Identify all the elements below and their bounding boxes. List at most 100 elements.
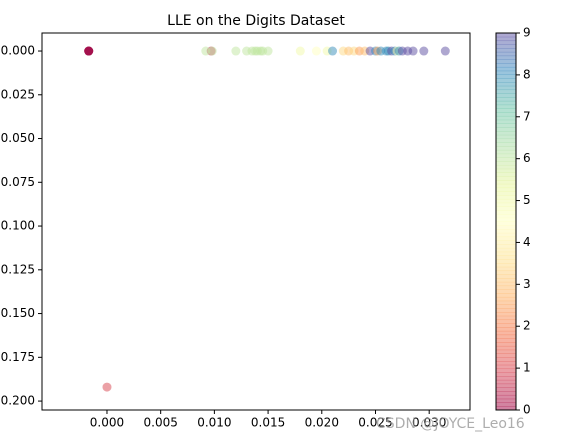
colorbar-tick-label: 6 <box>523 151 531 165</box>
colorbar-band <box>496 270 516 275</box>
colorbar-band <box>496 349 516 354</box>
y-tick-label: −0.175 <box>0 350 35 364</box>
colorbar-band <box>496 311 516 317</box>
colorbar-band <box>496 319 516 324</box>
colorbar-band <box>496 33 516 38</box>
colorbar-band <box>496 213 516 219</box>
colorbar-band <box>496 202 516 207</box>
watermark: CSDN @JOYCE_Leo16 <box>376 416 525 432</box>
colorbar-band <box>496 164 516 170</box>
colorbar-band <box>496 244 516 249</box>
colorbar-tick-label: 1 <box>523 361 531 375</box>
colorbar-band <box>496 323 516 328</box>
point <box>311 46 321 56</box>
colorbar-band <box>496 85 516 91</box>
colorbar-band <box>496 66 516 72</box>
colorbar-band <box>496 387 516 392</box>
colorbar-band <box>496 353 516 358</box>
colorbar-band <box>496 168 516 173</box>
x-tick-label: 0.015 <box>251 416 285 430</box>
y-tick-label: −0.050 <box>0 131 35 145</box>
colorbar-band <box>496 78 516 83</box>
colorbar-band <box>496 217 516 222</box>
colorbar-band <box>496 191 516 196</box>
colorbar-band <box>496 146 516 151</box>
colorbar-band <box>496 198 516 204</box>
colorbar-band <box>496 391 516 396</box>
colorbar-band <box>496 82 516 87</box>
point <box>207 46 217 56</box>
chart-title: LLE on the Digits Dataset <box>167 13 345 29</box>
colorbar-band <box>496 360 516 366</box>
colorbar-band <box>496 108 516 113</box>
colorbar-band <box>496 112 516 117</box>
colorbar-band <box>496 180 516 185</box>
colorbar-band <box>496 119 516 124</box>
colorbar-band <box>496 394 516 400</box>
colorbar-band <box>496 296 516 302</box>
colorbar-band <box>496 138 516 143</box>
colorbar-band <box>496 232 516 238</box>
colorbar-band <box>496 236 516 241</box>
x-tick-label: 0.020 <box>305 416 339 430</box>
colorbar-band <box>496 153 516 158</box>
plot-frame <box>41 32 471 411</box>
colorbar-tick-label: 2 <box>523 319 531 333</box>
colorbar-band <box>496 123 516 128</box>
colorbar-band <box>496 330 516 336</box>
colorbar-band <box>496 93 516 98</box>
colorbar-band <box>496 206 516 211</box>
point <box>263 46 273 56</box>
colorbar-band <box>496 127 516 132</box>
colorbar-band <box>496 187 516 192</box>
colorbar-band <box>496 304 516 309</box>
colorbar-tick-label: 0 <box>523 403 531 417</box>
colorbar-band <box>496 36 516 42</box>
colorbar-band <box>496 289 516 294</box>
colorbar-band <box>496 48 516 53</box>
colorbar-frame <box>495 32 517 411</box>
colorbar-band <box>496 195 516 200</box>
point <box>328 46 338 56</box>
point <box>231 46 241 56</box>
colorbar-band <box>496 262 516 268</box>
colorbar-tick-label: 8 <box>523 67 531 81</box>
colorbar-band <box>496 327 516 332</box>
colorbar-band <box>496 142 516 147</box>
colorbar-band <box>496 345 516 351</box>
colorbar-band <box>496 338 516 343</box>
colorbar-band <box>496 285 516 290</box>
colorbar-band <box>496 315 516 321</box>
colorbar-tick-label: 7 <box>523 109 531 123</box>
colorbar-band <box>496 176 516 181</box>
colorbar-tick-label: 3 <box>523 277 531 291</box>
colorbar-band <box>496 63 516 68</box>
colorbar-tick-label: 4 <box>523 235 531 249</box>
colorbar-band <box>496 398 516 403</box>
y-tick-label: −0.100 <box>0 219 35 233</box>
colorbar-band <box>496 281 516 287</box>
colorbar-band <box>496 44 516 49</box>
colorbar-band <box>496 278 516 283</box>
point <box>201 46 211 56</box>
colorbar-band <box>496 183 516 189</box>
colorbar-band <box>496 59 516 64</box>
colorbar-band <box>496 115 516 121</box>
colorbar-band <box>496 157 516 162</box>
colorbar-band <box>496 259 516 264</box>
colorbar-band <box>496 255 516 260</box>
x-tick-label: 0.025 <box>358 416 392 430</box>
point <box>102 382 112 392</box>
colorbar-band <box>496 376 516 381</box>
colorbar-band <box>496 221 516 226</box>
colorbar-band <box>496 229 516 234</box>
point <box>408 46 418 56</box>
colorbar-band <box>496 342 516 347</box>
x-tick-label: 0.005 <box>144 416 178 430</box>
y-tick-label: −0.025 <box>0 87 35 101</box>
colorbar-band <box>496 266 516 272</box>
colorbar-band <box>496 100 516 106</box>
colorbar-band <box>496 274 516 279</box>
colorbar-band <box>496 300 516 305</box>
point <box>295 46 305 56</box>
